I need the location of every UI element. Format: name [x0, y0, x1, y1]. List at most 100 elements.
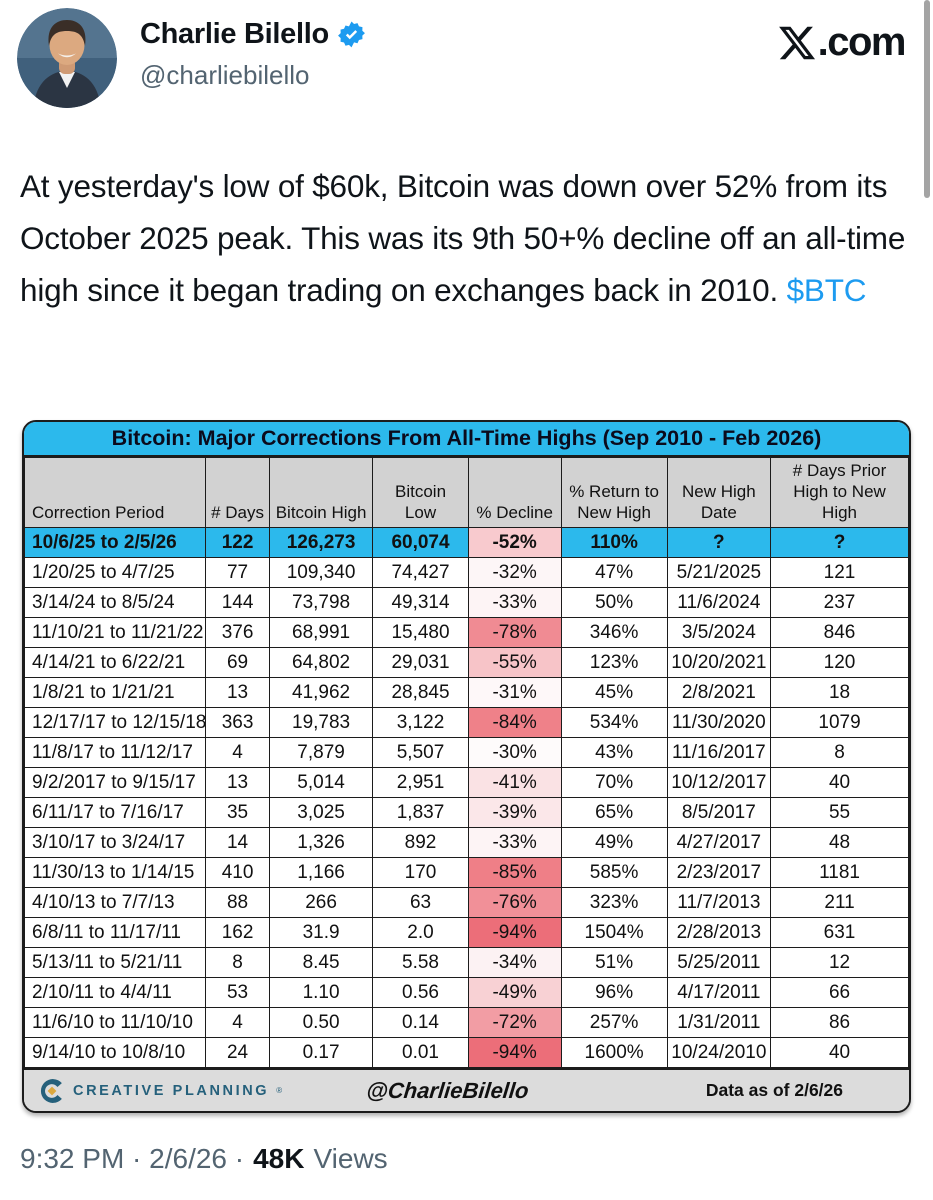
table-cell: 1181 [770, 857, 909, 888]
table-cell: 631 [770, 917, 909, 948]
table-cell: 13 [205, 677, 270, 708]
column-header: Correction Period [24, 457, 207, 528]
table-cell: 43% [560, 737, 668, 768]
table-cell: 49% [560, 827, 668, 858]
table-cell: 1504% [560, 917, 668, 948]
table-footer: CREATIVE PLANNING ® @CharlieBilello Data… [24, 1068, 909, 1111]
x-com-suffix: .com [817, 20, 907, 64]
table-row: 4/14/21 to 6/22/21 69 64,802 29,031 -55% 123%… [24, 647, 909, 678]
table-row: 10/6/25 to 2/5/26 122 126,273 60,074 -52% 110… [24, 527, 909, 558]
table-cell: ? [666, 527, 772, 558]
table-cell: 237 [770, 587, 909, 618]
tweet-body: At yesterday's low of $60k, Bitcoin was … [20, 168, 906, 308]
table-cell: -41% [467, 767, 562, 798]
table-cell: 123% [560, 647, 668, 678]
table-cell: 3,122 [372, 707, 469, 738]
table-cell: 53 [205, 977, 270, 1008]
table-cell: 5,507 [372, 737, 469, 768]
table-cell: 35 [205, 797, 270, 828]
table-cell: 9/2/2017 to 9/15/17 [24, 767, 207, 798]
table-cell: 5/21/2025 [666, 557, 772, 588]
views-count: 48K [253, 1143, 305, 1174]
table-cell: -72% [467, 1007, 562, 1038]
table-row: 3/14/24 to 8/5/24 144 73,798 49,314 -33% 50% 1… [24, 587, 909, 618]
table-cell: 31.9 [268, 917, 374, 948]
table-cell: 86 [770, 1007, 909, 1038]
column-header: # Days Prior High to New High [770, 457, 909, 528]
table-cell: 11/7/2013 [666, 887, 772, 918]
table-cell: 10/6/25 to 2/5/26 [24, 527, 207, 558]
table-cell: 4/14/21 to 6/22/21 [24, 647, 207, 678]
cashtag-link[interactable]: $BTC [786, 272, 867, 308]
table-cell: 8 [770, 737, 909, 768]
table-cell: 8 [205, 947, 270, 978]
table-cell: 5,014 [268, 767, 374, 798]
table-cell: 5/25/2011 [666, 947, 772, 978]
table-cell: 66 [770, 977, 909, 1008]
table-row: 11/6/10 to 11/10/10 4 0.50 0.14 -72% 257% 1/31… [24, 1007, 909, 1038]
table-cell: -55% [467, 647, 562, 678]
tweet-meta: 9:32 PM · 2/6/26 · 48K Views [20, 1143, 388, 1175]
table-cell: 96% [560, 977, 668, 1008]
table-cell: 4 [205, 1007, 270, 1038]
table-cell: 48 [770, 827, 909, 858]
table-cell: ? [770, 527, 909, 558]
table-cell: 346% [560, 617, 668, 648]
table-row: 9/2/2017 to 9/15/17 13 5,014 2,951 -41% 70% 10… [24, 767, 909, 798]
table-cell: 70% [560, 767, 668, 798]
table-cell: 29,031 [372, 647, 469, 678]
table-cell: 110% [560, 527, 668, 558]
table-cell: 410 [205, 857, 270, 888]
profile-handle[interactable]: @charliebilello [140, 60, 310, 90]
table-cell: 11/8/17 to 11/12/17 [24, 737, 207, 768]
table-cell: 144 [205, 587, 270, 618]
avatar-portrait-image [17, 8, 117, 108]
table-cell: 88 [205, 887, 270, 918]
table-cell: 211 [770, 887, 909, 918]
table-cell: 49,314 [372, 587, 469, 618]
table-cell: 1/8/21 to 1/21/21 [24, 677, 207, 708]
corrections-table: Correction Period # Days Bitcoin High Bitco… [24, 457, 909, 1068]
avatar[interactable] [17, 8, 117, 108]
table-cell: -33% [467, 587, 562, 618]
table-cell: -76% [467, 887, 562, 918]
table-cell: 18 [770, 677, 909, 708]
table-cell: 51% [560, 947, 668, 978]
table-row: 11/10/21 to 11/21/22 376 68,991 15,480 -78% 3… [24, 617, 909, 648]
column-header: Bitcoin Low [372, 457, 469, 528]
table-cell: 323% [560, 887, 668, 918]
table-cell: 4/27/2017 [666, 827, 772, 858]
chart-credit: @CharlieBilello [364, 1077, 530, 1103]
corrections-table-card: Bitcoin: Major Corrections From All-Time… [22, 420, 911, 1113]
table-cell: 73,798 [268, 587, 374, 618]
tweet-text: At yesterday's low of $60k, Bitcoin was … [20, 160, 910, 316]
table-cell: 6/11/17 to 7/16/17 [24, 797, 207, 828]
table-row: 4/10/13 to 7/7/13 88 266 63 -76% 323% 11/7/201… [24, 887, 909, 918]
table-cell: 534% [560, 707, 668, 738]
table-cell: 55 [770, 797, 909, 828]
table-cell: 4/10/13 to 7/7/13 [24, 887, 207, 918]
table-cell: 40 [770, 1037, 909, 1068]
table-cell: 1600% [560, 1037, 668, 1068]
table-cell: 41,962 [268, 677, 374, 708]
table-title: Bitcoin: Major Corrections From All-Time… [24, 422, 909, 457]
table-cell: 376 [205, 617, 270, 648]
table-cell: -94% [467, 1037, 562, 1068]
table-cell: 12 [770, 947, 909, 978]
table-cell: 0.01 [372, 1037, 469, 1068]
display-name[interactable]: Charlie Bilello [140, 18, 329, 50]
table-row: 3/10/17 to 3/24/17 14 1,326 892 -33% 49% 4/27/… [24, 827, 909, 858]
table-cell: 2,951 [372, 767, 469, 798]
table-cell: 126,273 [268, 527, 374, 558]
table-cell: -78% [467, 617, 562, 648]
table-cell: -31% [467, 677, 562, 708]
column-header: % Decline [467, 457, 562, 528]
scrollbar[interactable] [924, 0, 930, 198]
column-header: Bitcoin High [268, 457, 374, 528]
table-cell: 11/6/10 to 11/10/10 [24, 1007, 207, 1038]
table-cell: 10/24/2010 [666, 1037, 772, 1068]
table-row: 9/14/10 to 10/8/10 24 0.17 0.01 -94% 1600% 10/… [24, 1037, 909, 1068]
table-cell: 24 [205, 1037, 270, 1068]
table-cell: 11/16/2017 [666, 737, 772, 768]
table-cell: 50% [560, 587, 668, 618]
